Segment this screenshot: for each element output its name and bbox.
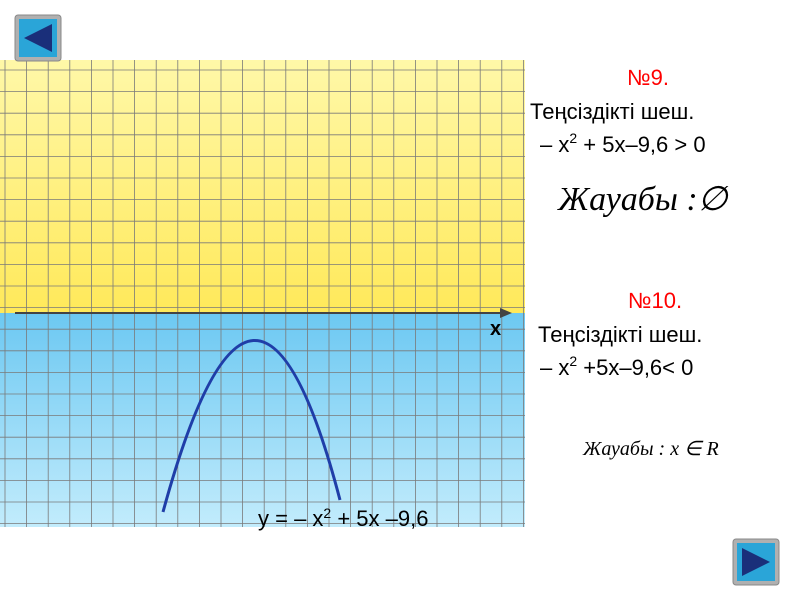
inequality-exponent: 2: [569, 353, 577, 369]
inequality-base: – x: [540, 355, 569, 380]
answer: Жауабы : x ∈ R: [582, 438, 719, 460]
inequality-base: – x: [540, 132, 569, 157]
parabola: [161, 339, 342, 513]
answer-label: Жауабы: [582, 438, 654, 460]
curve-label-base: y = – x: [258, 506, 323, 531]
back-button[interactable]: [14, 14, 62, 62]
inequality: – x2 + 5x–9,6 > 0: [540, 130, 706, 157]
answer: Жауабы :∅: [557, 181, 729, 218]
answer-result: ∅: [698, 181, 729, 218]
forward-button[interactable]: [732, 538, 780, 586]
graph-panel: x y = – x2 + 5x –9,6: [0, 60, 525, 531]
lower-area: [0, 313, 525, 527]
inequality: – x2 +5x–9,6< 0: [540, 353, 693, 380]
curve-label-rest: + 5x –9,6: [331, 506, 428, 531]
axis-label: x: [490, 318, 501, 340]
inequality-rest: +5x–9,6< 0: [577, 355, 693, 380]
inequality-rest: + 5x–9,6 > 0: [577, 132, 705, 157]
upper-area: [0, 60, 525, 313]
axis-arrow: [500, 308, 512, 318]
answer-separator: :: [678, 181, 698, 218]
problem-number: №9.: [627, 65, 669, 90]
answer-label: Жауабы: [557, 181, 678, 218]
curve-label: y = – x2 + 5x –9,6: [258, 505, 428, 531]
curve-label-exponent: 2: [323, 505, 331, 521]
instruction: Теңсіздікті шеш.: [530, 99, 694, 124]
instruction: Теңсіздікті шеш.: [538, 322, 702, 347]
grid: [0, 60, 525, 527]
problem-9: №9. Теңсіздікті шеш. – x2 + 5x–9,6 > 0 Ж…: [530, 65, 729, 218]
problem-10: №10. Теңсіздікті шеш. – x2 +5x–9,6< 0 Жа…: [538, 288, 719, 460]
answer-separator: :: [654, 438, 671, 460]
inequality-exponent: 2: [569, 130, 577, 146]
problem-number: №10.: [628, 288, 682, 313]
answer-result: x ∈ R: [669, 438, 719, 460]
